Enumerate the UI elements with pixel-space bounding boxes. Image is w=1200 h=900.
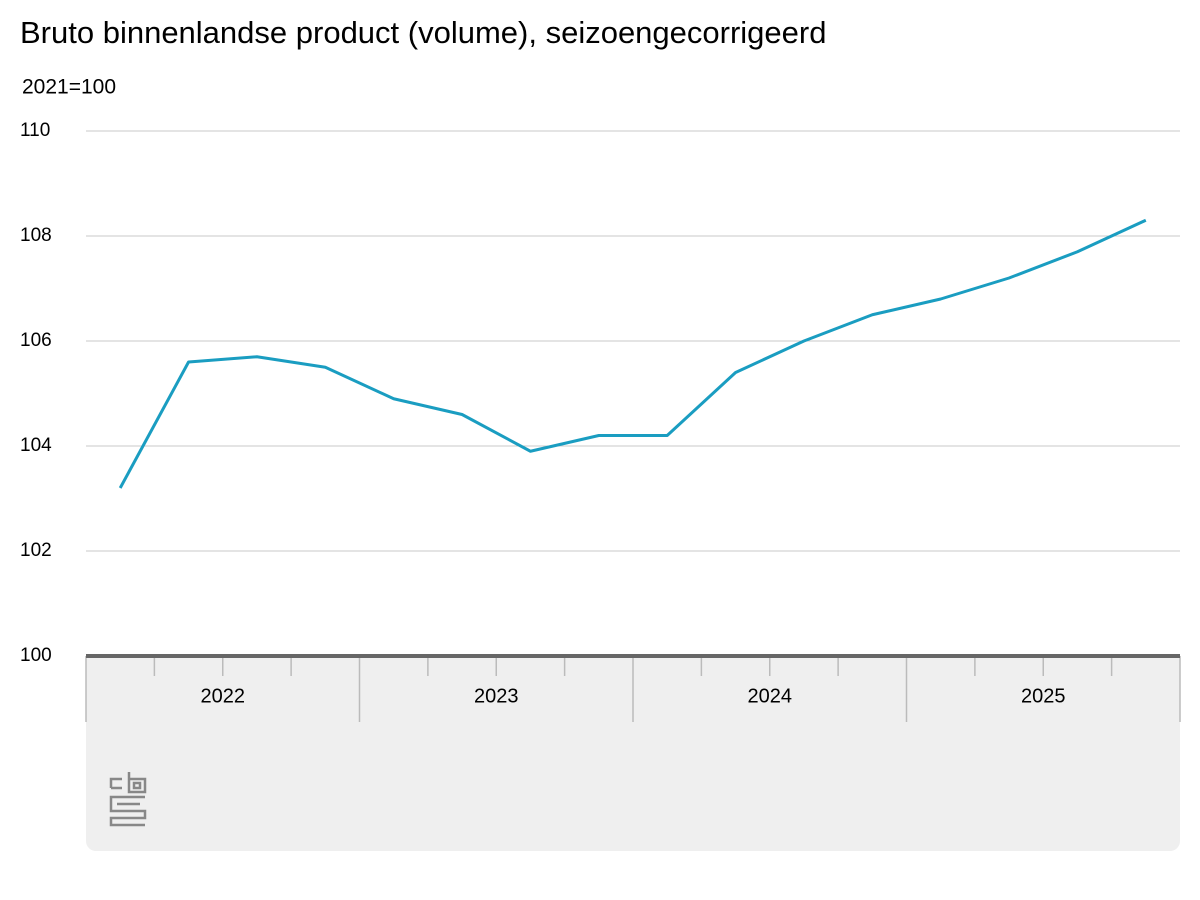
- y-tick-label: 106: [20, 330, 52, 351]
- x-group-label: 2025: [1021, 685, 1066, 707]
- y-tick-label: 110: [20, 120, 50, 141]
- y-tick-label: 108: [20, 225, 52, 246]
- x-group-label: 2022: [201, 685, 246, 707]
- x-group-label: 2023: [474, 685, 519, 707]
- chart-subtitle: 2021=100: [22, 76, 116, 99]
- cbs-logo: [109, 772, 147, 827]
- data-line: [118, 218, 1147, 489]
- y-tick-label: 102: [20, 540, 52, 561]
- y-tick-label: 104: [20, 435, 52, 456]
- x-group-label: 2024: [748, 685, 793, 707]
- y-tick-label: 100: [20, 645, 52, 666]
- chart-title: Bruto binnenlandse product (volume), sei…: [20, 15, 826, 50]
